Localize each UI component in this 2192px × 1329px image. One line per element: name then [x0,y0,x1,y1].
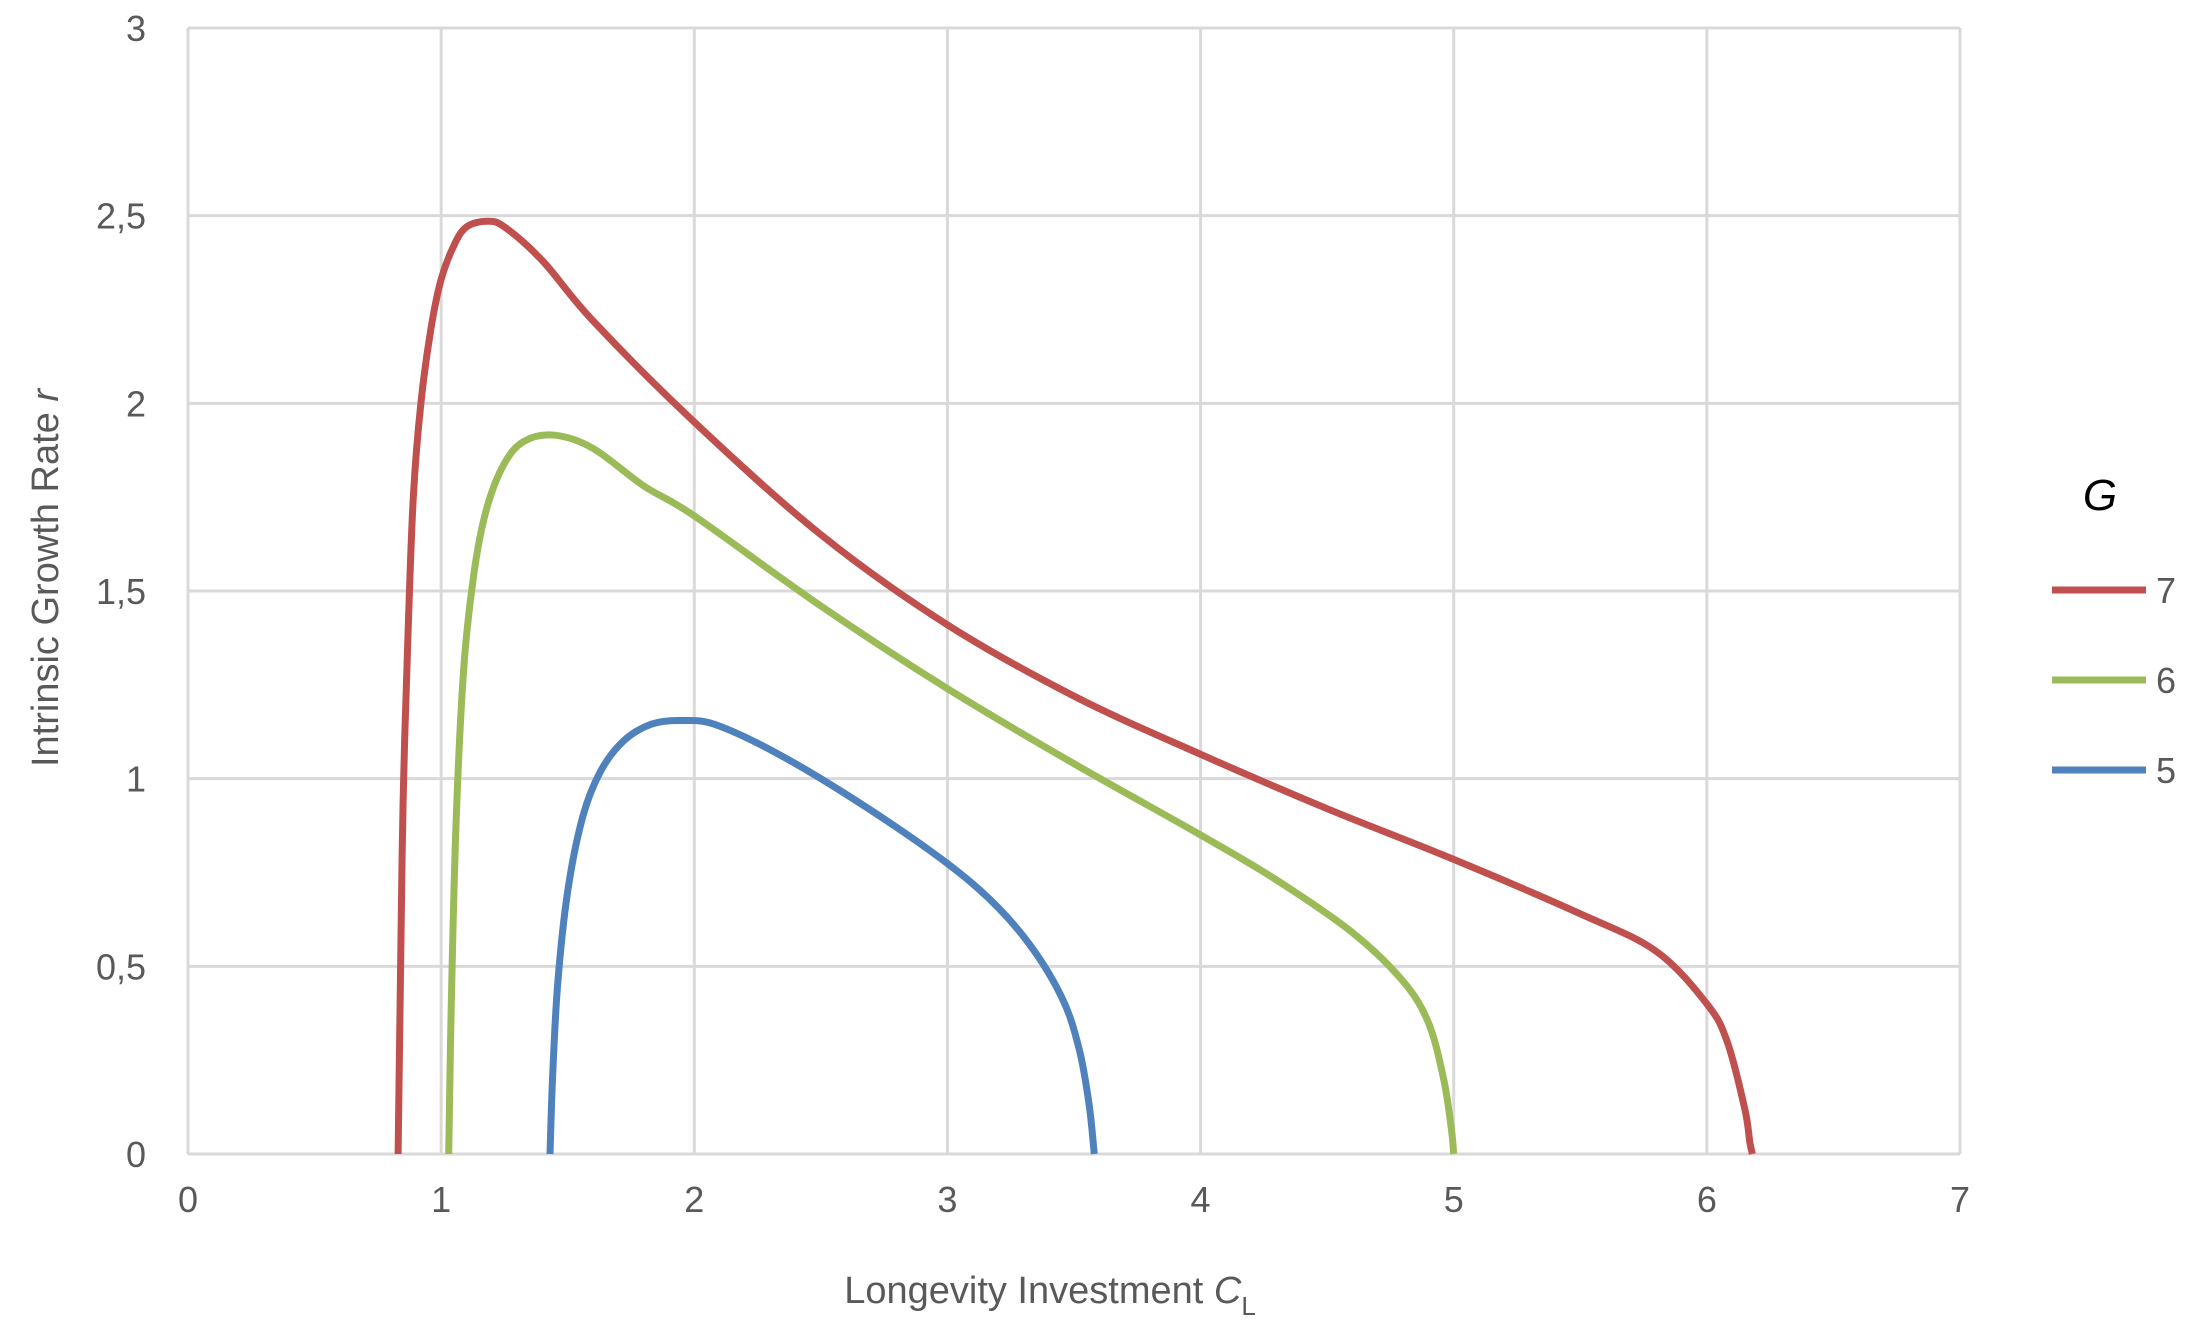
series-line-G6 [445,431,1458,1155]
x-tick-label: 6 [1697,1179,1717,1220]
series-lines [394,217,1756,1155]
y-tick-label: 3 [126,8,146,49]
x-tick-label: 5 [1444,1179,1464,1220]
x-tick-label: 2 [684,1179,704,1220]
y-axis-title: Intrinsic Growth Rate r [25,388,67,767]
x-tick-label: 0 [178,1179,198,1220]
x-axis-title: Longevity Investment CL [844,1270,1256,1321]
legend-title: G [2083,471,2117,520]
legend: G 7 6 5 [2052,471,2176,791]
y-tick-label: 0,5 [96,946,146,987]
y-tick-label: 1,5 [96,571,146,612]
x-tick-label: 7 [1950,1179,1970,1220]
x-tick-label: 1 [431,1179,451,1220]
y-tick-label: 1 [126,759,146,800]
tick-labels: 0 1 2 3 4 5 6 7 0 0,5 1 1,5 2 2,5 3 [96,8,1970,1220]
legend-label-G7: 7 [2156,570,2176,611]
y-tick-label: 2 [126,383,146,424]
series-line-G5 [546,716,1098,1155]
y-tick-label: 2,5 [96,196,146,237]
legend-label-G6: 6 [2156,660,2176,701]
x-tick-label: 4 [1191,1179,1211,1220]
x-tick-label: 3 [937,1179,957,1220]
legend-label-G5: 5 [2156,750,2176,791]
y-tick-label: 0 [126,1134,146,1175]
gridlines [186,26,1962,1156]
series-line-G7 [394,217,1756,1155]
